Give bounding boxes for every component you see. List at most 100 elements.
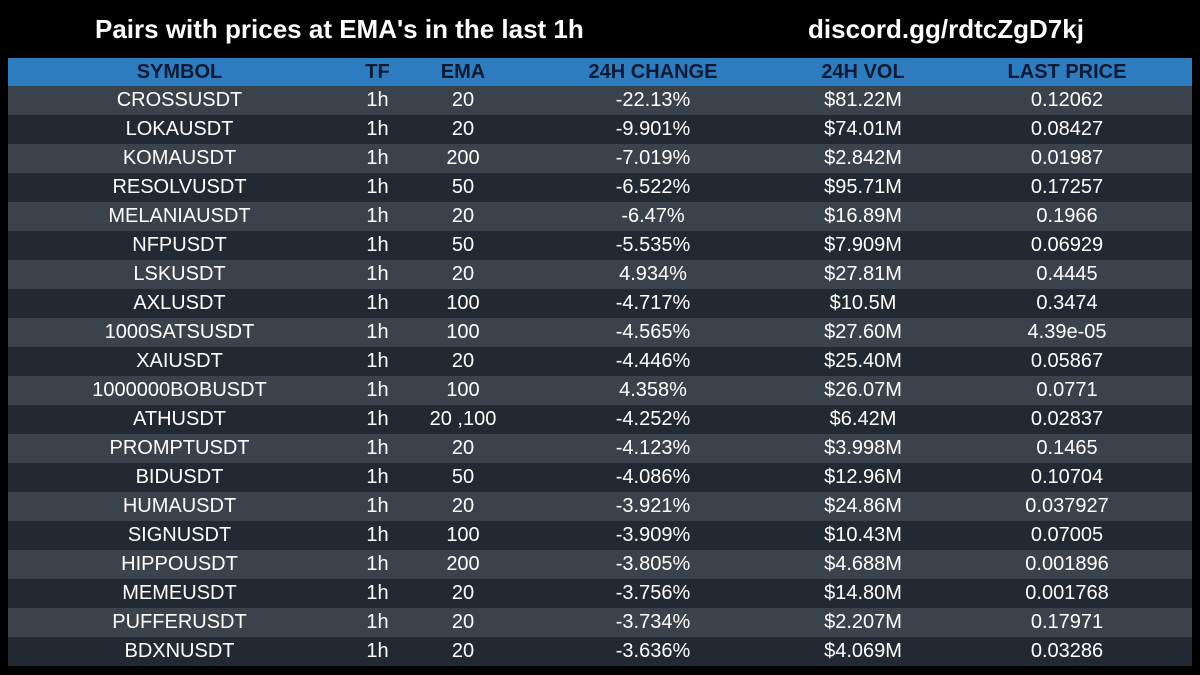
- table-row: 1000000BOBUSDT 1h 100 4.358% $26.07M 0.0771: [8, 376, 1192, 405]
- cell-symbol: NFPUSDT: [8, 231, 351, 260]
- cell-24h-vol: $25.40M: [784, 347, 942, 376]
- cell-24h-change: -4.252%: [522, 405, 784, 434]
- cell-24h-vol: $16.89M: [784, 202, 942, 231]
- cell-tf: 1h: [351, 289, 404, 318]
- table-body: CROSSUSDT 1h 20 -22.13% $81.22M 0.12062 LOKAUS…: [8, 86, 1192, 666]
- cell-last-price: 0.037927: [942, 492, 1192, 521]
- column-header-ema: EMA: [404, 58, 522, 86]
- cell-symbol: ATHUSDT: [8, 405, 351, 434]
- cell-ema: 50: [404, 463, 522, 492]
- cell-symbol: BDXNUSDT: [8, 637, 351, 666]
- cell-last-price: 0.01987: [942, 144, 1192, 173]
- cell-symbol: MELANIAUSDT: [8, 202, 351, 231]
- cell-last-price: 0.08427: [942, 115, 1192, 144]
- table-row: CROSSUSDT 1h 20 -22.13% $81.22M 0.12062: [8, 86, 1192, 115]
- cell-tf: 1h: [351, 318, 404, 347]
- cell-last-price: 0.3474: [942, 289, 1192, 318]
- cell-symbol: RESOLVUSDT: [8, 173, 351, 202]
- cell-24h-change: -3.805%: [522, 550, 784, 579]
- cell-tf: 1h: [351, 202, 404, 231]
- cell-24h-vol: $7.909M: [784, 231, 942, 260]
- cell-tf: 1h: [351, 405, 404, 434]
- cell-last-price: 0.06929: [942, 231, 1192, 260]
- cell-last-price: 0.0771: [942, 376, 1192, 405]
- cell-24h-change: -3.909%: [522, 521, 784, 550]
- cell-last-price: 0.10704: [942, 463, 1192, 492]
- cell-symbol: LOKAUSDT: [8, 115, 351, 144]
- title-bar: Pairs with prices at EMA's in the last 1…: [0, 0, 1200, 58]
- cell-last-price: 0.03286: [942, 637, 1192, 666]
- cell-24h-vol: $24.86M: [784, 492, 942, 521]
- cell-24h-change: -3.756%: [522, 579, 784, 608]
- cell-24h-vol: $95.71M: [784, 173, 942, 202]
- cell-tf: 1h: [351, 492, 404, 521]
- cell-tf: 1h: [351, 637, 404, 666]
- cell-tf: 1h: [351, 347, 404, 376]
- pairs-table: SYMBOL TF EMA 24H CHANGE 24H VOL LAST PR…: [8, 58, 1192, 666]
- cell-symbol: CROSSUSDT: [8, 86, 351, 115]
- cell-tf: 1h: [351, 608, 404, 637]
- column-header-last-price: LAST PRICE: [942, 58, 1192, 86]
- cell-24h-vol: $81.22M: [784, 86, 942, 115]
- cell-last-price: 0.1966: [942, 202, 1192, 231]
- cell-24h-vol: $6.42M: [784, 405, 942, 434]
- table-row: 1000SATSUSDT 1h 100 -4.565% $27.60M 4.39e-05: [8, 318, 1192, 347]
- cell-last-price: 0.17971: [942, 608, 1192, 637]
- table-row: AXLUSDT 1h 100 -4.717% $10.5M 0.3474: [8, 289, 1192, 318]
- cell-24h-change: -5.535%: [522, 231, 784, 260]
- cell-24h-change: -4.565%: [522, 318, 784, 347]
- cell-24h-change: 4.358%: [522, 376, 784, 405]
- discord-link[interactable]: discord.gg/rdtcZgD7kj: [808, 14, 1084, 44]
- cell-ema: 200: [404, 144, 522, 173]
- cell-last-price: 0.17257: [942, 173, 1192, 202]
- cell-last-price: 0.05867: [942, 347, 1192, 376]
- table-row: MEMEUSDT 1h 20 -3.756% $14.80M 0.001768: [8, 579, 1192, 608]
- cell-ema: 100: [404, 318, 522, 347]
- column-header-24h-vol: 24H VOL: [784, 58, 942, 86]
- cell-last-price: 4.39e-05: [942, 318, 1192, 347]
- cell-symbol: LSKUSDT: [8, 260, 351, 289]
- table-row: BIDUSDT 1h 50 -4.086% $12.96M 0.10704: [8, 463, 1192, 492]
- page-title: Pairs with prices at EMA's in the last 1…: [95, 14, 584, 44]
- cell-24h-change: -6.522%: [522, 173, 784, 202]
- cell-24h-vol: $27.60M: [784, 318, 942, 347]
- cell-tf: 1h: [351, 173, 404, 202]
- cell-ema: 50: [404, 231, 522, 260]
- cell-tf: 1h: [351, 376, 404, 405]
- cell-tf: 1h: [351, 86, 404, 115]
- table-header-row: SYMBOL TF EMA 24H CHANGE 24H VOL LAST PR…: [8, 58, 1192, 86]
- cell-24h-change: -4.123%: [522, 434, 784, 463]
- cell-24h-change: -7.019%: [522, 144, 784, 173]
- cell-symbol: PUFFERUSDT: [8, 608, 351, 637]
- cell-tf: 1h: [351, 463, 404, 492]
- cell-last-price: 0.1465: [942, 434, 1192, 463]
- cell-24h-vol: $3.998M: [784, 434, 942, 463]
- cell-24h-change: -6.47%: [522, 202, 784, 231]
- cell-24h-change: -4.086%: [522, 463, 784, 492]
- cell-tf: 1h: [351, 231, 404, 260]
- cell-24h-vol: $12.96M: [784, 463, 942, 492]
- cell-24h-change: -22.13%: [522, 86, 784, 115]
- cell-24h-change: 4.934%: [522, 260, 784, 289]
- table-row: ATHUSDT 1h 20 ,100 -4.252% $6.42M 0.02837: [8, 405, 1192, 434]
- cell-symbol: PROMPTUSDT: [8, 434, 351, 463]
- cell-symbol: MEMEUSDT: [8, 579, 351, 608]
- column-header-tf: TF: [351, 58, 404, 86]
- cell-24h-vol: $27.81M: [784, 260, 942, 289]
- cell-symbol: 1000SATSUSDT: [8, 318, 351, 347]
- cell-24h-vol: $74.01M: [784, 115, 942, 144]
- table-row: HIPPOUSDT 1h 200 -3.805% $4.688M 0.001896: [8, 550, 1192, 579]
- cell-ema: 20: [404, 260, 522, 289]
- cell-tf: 1h: [351, 260, 404, 289]
- cell-ema: 100: [404, 521, 522, 550]
- cell-24h-change: -3.734%: [522, 608, 784, 637]
- cell-ema: 20: [404, 115, 522, 144]
- table-row: KOMAUSDT 1h 200 -7.019% $2.842M 0.01987: [8, 144, 1192, 173]
- cell-symbol: SIGNUSDT: [8, 521, 351, 550]
- cell-last-price: 0.001896: [942, 550, 1192, 579]
- cell-tf: 1h: [351, 115, 404, 144]
- cell-ema: 100: [404, 289, 522, 318]
- cell-ema: 20: [404, 608, 522, 637]
- table-row: SIGNUSDT 1h 100 -3.909% $10.43M 0.07005: [8, 521, 1192, 550]
- cell-symbol: HIPPOUSDT: [8, 550, 351, 579]
